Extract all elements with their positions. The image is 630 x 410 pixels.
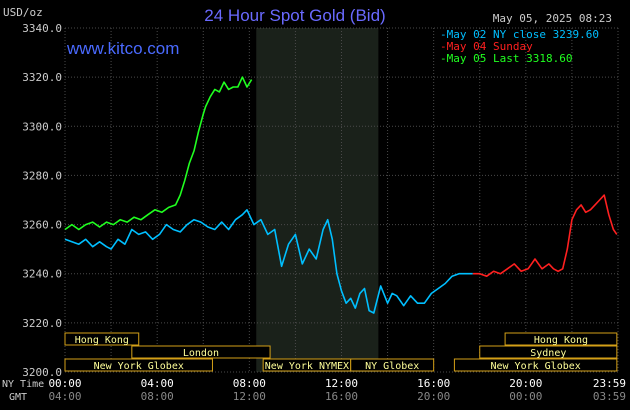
legend: -May 02 NY close 3239.60 -May 04 Sunday … (440, 28, 599, 65)
market-sessions: Hong Kong London New York Globex New York N… (64, 332, 618, 372)
gmt-time-tick: 20:00 (417, 390, 450, 403)
legend-label: May 02 NY close 3239.60 (447, 28, 599, 41)
session-label: Hong Kong (534, 335, 588, 346)
gmt-time-tick: 16:00 (325, 390, 358, 403)
y-tick-label: 3200.0 (22, 366, 62, 379)
ny-time-tick: 00:00 (48, 377, 81, 390)
legend-item-ny-close: -May 02 NY close 3239.60 (440, 28, 599, 41)
shaded-region (256, 28, 379, 372)
y-tick-label: 3220.0 (22, 317, 62, 330)
ny-time-label: NY Time (2, 379, 44, 390)
ny-time-ticks: 00:00 04:00 08:00 12:00 16:00 20:00 23:59 (48, 377, 626, 390)
kitco-watermark: www.kitco.com (66, 39, 179, 58)
gmt-time-tick: 04:00 (48, 390, 81, 403)
gmt-time-ticks: 04:00 08:00 12:00 16:00 20:00 00:00 03:59 (48, 390, 626, 403)
series-line-2 (64, 76, 253, 231)
session-label: New York Globex (94, 361, 184, 372)
session-bar (350, 358, 435, 372)
timestamp: May 05, 2025 08:23 (493, 12, 612, 25)
time-axis: NY Time GMT 00:00 04:00 08:00 12:00 16:00 20:… (2, 377, 626, 403)
ny-time-tick: 20:00 (509, 377, 542, 390)
ny-time-tick: 04:00 (141, 377, 174, 390)
ny-time-tick: 23:59 (593, 377, 626, 390)
legend-label: May 04 Sunday (447, 40, 533, 53)
session-label: London (183, 348, 219, 359)
gmt-time-tick: 00:00 (509, 390, 542, 403)
legend-marker: - (440, 52, 447, 65)
session-bar (64, 358, 213, 372)
series-line-0 (64, 209, 473, 314)
ny-time-tick: 12:00 (325, 377, 358, 390)
session-bar (453, 358, 618, 372)
session-label: Sydney (530, 348, 566, 359)
session-label: NY Globex (365, 361, 419, 372)
gmt-time-tick: 12:00 (233, 390, 266, 403)
y-tick-label: 3320.0 (22, 71, 62, 84)
session-bar (504, 332, 618, 346)
session-bar (64, 332, 140, 346)
legend-marker: - (440, 40, 447, 53)
session-label: New York Globex (490, 361, 580, 372)
y-tick-label: 3300.0 (22, 120, 62, 133)
ny-time-tick: 08:00 (233, 377, 266, 390)
legend-item-sunday: -May 04 Sunday (440, 40, 533, 53)
y-tick-label: 3260.0 (22, 219, 62, 232)
legend-label: May 05 Last 3318.60 (447, 52, 573, 65)
series-line-1 (472, 194, 618, 278)
gmt-time-tick: 08:00 (141, 390, 174, 403)
y-unit-label: USD/oz (3, 6, 43, 19)
y-tick-label: 3340.0 (22, 22, 62, 35)
legend-marker: - (440, 28, 447, 41)
y-tick-label: 3240.0 (22, 268, 62, 281)
price-series (64, 76, 618, 314)
session-bar (131, 345, 271, 359)
y-axis-ticks: 3200.0 3220.0 3240.0 3260.0 3280.0 3300.0 3320… (22, 22, 62, 379)
ny-time-tick: 16:00 (417, 377, 450, 390)
session-label: New York NYMEX (265, 361, 349, 372)
chart-title: 24 Hour Spot Gold (Bid) (204, 6, 385, 25)
gmt-label: GMT (9, 392, 27, 403)
y-tick-label: 3280.0 (22, 169, 62, 182)
session-bar (479, 345, 618, 359)
session-label: Hong Kong (75, 335, 129, 346)
gmt-time-tick: 03:59 (593, 390, 626, 403)
legend-item-last: -May 05 Last 3318.60 (440, 52, 572, 65)
grid-lines (64, 27, 619, 373)
